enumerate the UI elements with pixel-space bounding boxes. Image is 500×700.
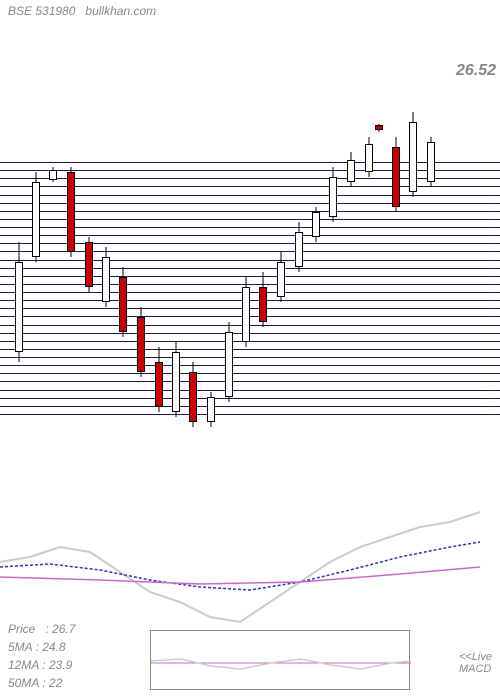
source-label: bullkhan.com (85, 4, 156, 18)
macd-line (151, 659, 411, 669)
macd-panel (150, 630, 410, 690)
stat-5ma: 5MA : 24.8 (8, 638, 75, 656)
stat-12ma: 12MA : 23.9 (8, 656, 75, 674)
candlestick-chart: 26.52 ································ (0, 82, 500, 462)
ticker-label: 531980 (35, 4, 75, 18)
indicator-line-magenta_line (0, 567, 480, 584)
macd-label: <<Live MACD (459, 651, 492, 675)
exchange-label: BSE (8, 4, 32, 18)
chart-header: BSE 531980 bullkhan.com (0, 0, 500, 22)
current-price-label: 26.52 (456, 62, 496, 80)
stat-50ma: 50MA : 22 (8, 674, 75, 692)
stats-panel: Price : 26.7 5MA : 24.8 12MA : 23.9 50MA… (8, 620, 75, 692)
stat-price: Price : 26.7 (8, 620, 75, 638)
